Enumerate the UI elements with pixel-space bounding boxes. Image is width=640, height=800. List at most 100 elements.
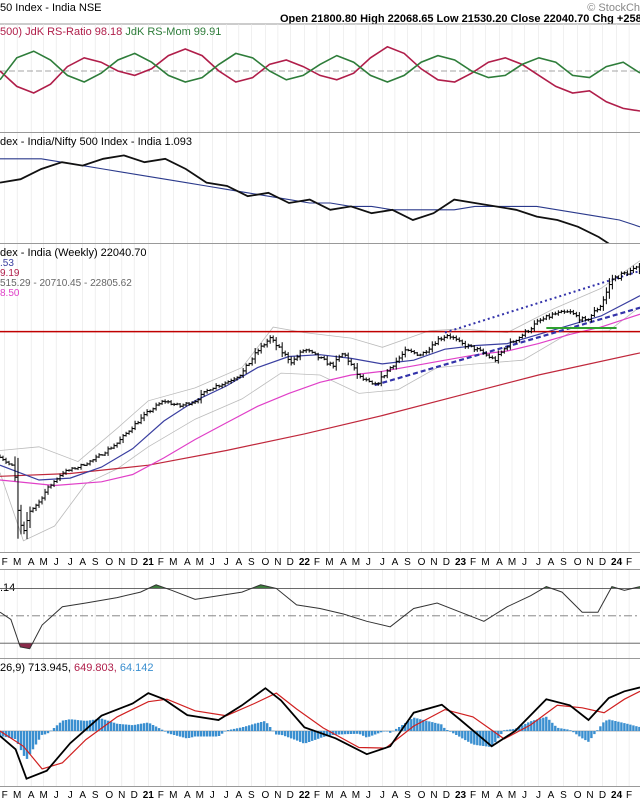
- price-bar: [592, 306, 597, 318]
- price-bar: [334, 355, 339, 371]
- histogram-bar: [575, 731, 578, 735]
- ma-red-line: [0, 352, 640, 477]
- x-tick-label: S: [404, 790, 411, 800]
- histogram-bar: [157, 728, 161, 731]
- histogram-bar: [136, 724, 140, 731]
- histogram-bar: [55, 725, 59, 731]
- indicator-line: [0, 584, 640, 650]
- histogram-bar: [82, 720, 86, 731]
- x-tick-label: A: [340, 790, 347, 800]
- price-bar: [361, 374, 366, 381]
- price-bar: [412, 350, 417, 355]
- histogram-bar: [251, 724, 254, 731]
- price-bar: [331, 361, 336, 369]
- histogram-bar: [106, 720, 110, 731]
- price-bar: [178, 403, 183, 408]
- x-tick-label: D: [287, 557, 294, 568]
- histogram-bar: [175, 731, 179, 736]
- histogram-bar: [455, 731, 458, 735]
- histogram-bar: [551, 722, 554, 731]
- histogram-bar: [118, 724, 122, 731]
- histogram-bar: [461, 731, 464, 739]
- histogram-bar: [7, 731, 11, 738]
- x-tick-label: A: [28, 557, 35, 568]
- histogram-bar: [217, 731, 221, 736]
- histogram-bar: [572, 731, 575, 733]
- histogram-bar: [67, 719, 71, 731]
- price-bar: [16, 457, 21, 539]
- price-bar: [523, 329, 528, 338]
- price-bar: [310, 349, 315, 354]
- histogram-bar: [596, 730, 599, 731]
- histogram-bar: [232, 728, 236, 731]
- histogram-bar: [488, 731, 491, 747]
- bollinger-upper: [0, 260, 640, 463]
- histogram-bar: [112, 722, 116, 731]
- x-tick-label: J: [68, 557, 73, 568]
- price-bar: [214, 383, 219, 390]
- histogram-bar: [593, 731, 596, 735]
- histogram-bar: [245, 726, 248, 731]
- x-tick-label: A: [548, 557, 555, 568]
- price-bar: [634, 265, 639, 270]
- histogram-bar: [184, 731, 188, 739]
- x-tick-label: M: [481, 557, 489, 568]
- histogram-bar: [208, 731, 212, 737]
- histogram-bar: [638, 726, 640, 731]
- x-tick-label: 24: [611, 790, 623, 800]
- histogram-bar: [199, 731, 203, 737]
- x-tick-label: M: [169, 557, 177, 568]
- histogram-bar: [166, 731, 170, 734]
- histogram-bar: [239, 727, 242, 731]
- x-tick-label: A: [392, 790, 399, 800]
- x-tick-label: J: [210, 790, 215, 800]
- price-bar: [7, 460, 12, 466]
- x-tick-label: S: [92, 557, 99, 568]
- histogram-bar: [557, 727, 560, 731]
- histogram-bar: [266, 723, 269, 731]
- histogram-bar: [434, 722, 437, 731]
- x-tick-label: A: [79, 790, 86, 800]
- price-bar: [448, 333, 453, 340]
- x-tick-label: N: [586, 557, 593, 568]
- price-bar: [103, 451, 108, 456]
- x-tick-label: N: [118, 557, 125, 568]
- x-tick-label: J: [224, 790, 229, 800]
- histogram-bar: [560, 728, 563, 731]
- histogram-bar: [359, 731, 362, 735]
- histogram-bar: [320, 731, 323, 738]
- rs-ratio-legend: 500) JdK RS-Ratio 98.18: [0, 26, 122, 38]
- histogram-bar: [52, 728, 56, 731]
- price-bar: [112, 443, 117, 450]
- price-bar: [442, 335, 447, 342]
- histogram-bar: [97, 718, 101, 731]
- histogram-bar: [43, 731, 47, 735]
- histogram-bar: [299, 731, 302, 742]
- histogram-bar: [578, 731, 581, 737]
- price-bar: [133, 420, 138, 431]
- histogram-bar: [290, 731, 293, 739]
- histogram-bar: [287, 731, 290, 738]
- histogram-bar: [410, 719, 413, 731]
- histogram-bar: [389, 731, 392, 733]
- x-tick-label: M: [481, 790, 489, 800]
- histogram-bar: [145, 722, 149, 731]
- histogram-bar: [40, 731, 44, 735]
- histogram-bar: [121, 724, 125, 731]
- x-tick-label: A: [79, 557, 86, 568]
- x-tick-label: J: [536, 557, 541, 568]
- price-bar: [154, 402, 159, 411]
- x-tick-label: J: [380, 557, 385, 568]
- histogram-bar: [154, 726, 158, 731]
- histogram-bar: [85, 720, 89, 731]
- histogram-bar: [443, 727, 446, 731]
- price-bar: [430, 341, 435, 353]
- x-tick-label: 23: [455, 557, 467, 568]
- histogram-bar: [1, 731, 5, 737]
- x-tick-label: D: [443, 790, 450, 800]
- histogram-bar: [263, 721, 266, 731]
- vertical-grid: [4, 24, 630, 786]
- histogram-bar: [437, 723, 440, 731]
- histogram-bar: [260, 722, 263, 731]
- x-tick-label: 23: [455, 790, 467, 800]
